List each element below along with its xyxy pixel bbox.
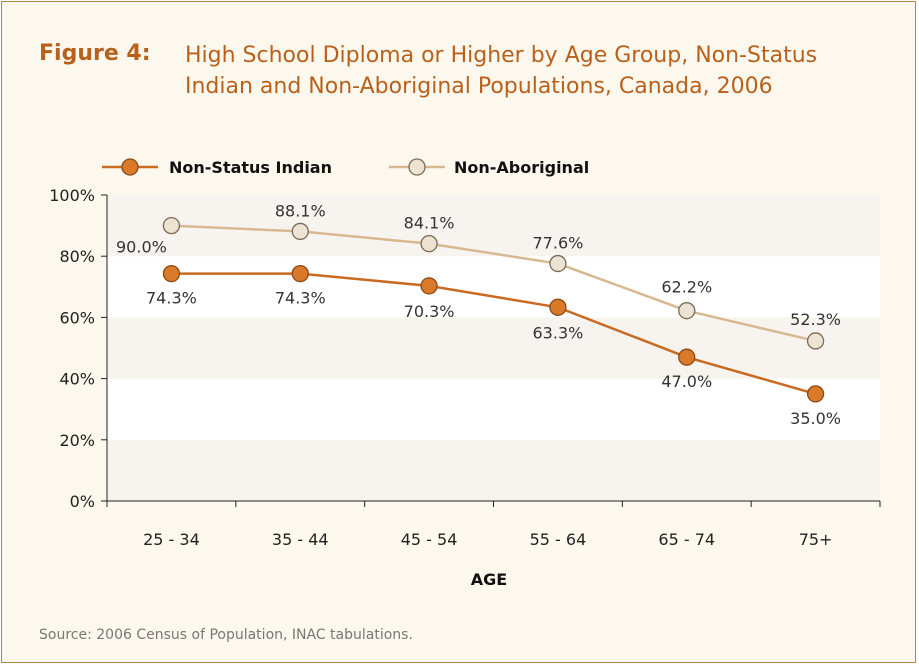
data-label-non-status: 47.0%: [661, 372, 712, 391]
data-label-non-aboriginal: 84.1%: [404, 214, 455, 233]
data-label-non-aboriginal: 62.2%: [661, 278, 712, 297]
data-point-non-aboriginal: [420, 235, 438, 253]
data-label-non-aboriginal: 88.1%: [275, 201, 326, 220]
legend-label-non-status: Non-Status Indian: [169, 158, 332, 177]
y-tick-label: 100%: [49, 186, 95, 205]
series-line-non-aboriginal: [171, 224, 816, 343]
data-point-non-aboriginal: [291, 222, 309, 241]
data-point-non-status: [806, 385, 825, 403]
x-tick-label: 35 - 44: [272, 530, 329, 549]
plot-band: [107, 439, 880, 501]
plot-band: [107, 378, 880, 440]
x-tick-label: 25 - 34: [143, 530, 200, 549]
x-tick-label: 55 - 64: [530, 530, 587, 549]
data-point-non-status: [420, 277, 438, 295]
data-point-non-status: [291, 264, 309, 283]
plot-bands: [107, 195, 880, 501]
y-tick-label: 80%: [59, 247, 95, 266]
y-tick-labels: 0% 20% 40% 60% 80% 100%: [49, 186, 107, 511]
data-label-non-status: 35.0%: [790, 409, 841, 428]
data-point-non-aboriginal: [806, 332, 825, 350]
figure-label: Figure 4:: [39, 41, 151, 66]
data-point-non-aboriginal: [549, 254, 567, 273]
chart-legend: Non-Status Indian Non-Aboriginal: [102, 158, 589, 177]
y-tick-label: 40%: [59, 370, 95, 389]
source-note: Source: 2006 Census of Population, INAC …: [39, 627, 413, 643]
data-point-non-status: [678, 348, 696, 366]
legend-marker-non-status: [121, 158, 139, 176]
legend-marker-non-aboriginal: [408, 158, 426, 176]
data-label-non-aboriginal: 77.6%: [533, 234, 584, 253]
plot-band: [107, 256, 880, 318]
plot-band: [107, 317, 880, 379]
y-tick-label: 60%: [59, 308, 95, 327]
chart-series: 74.3% 74.3% 70.3% 63.3% 47.0% 35.0% 90.0% 88.1%…: [116, 201, 841, 427]
data-label-non-aboriginal: 52.3%: [790, 310, 841, 329]
data-label-non-status: 74.3%: [275, 289, 326, 308]
figure-title: High School Diploma or Higher by Age Gro…: [185, 43, 818, 99]
series-line-non-status: [171, 272, 816, 396]
data-label-non-aboriginal: 90.0%: [116, 238, 167, 257]
legend-label-non-aboriginal: Non-Aboriginal: [454, 158, 589, 177]
data-point-non-status: [549, 298, 567, 316]
y-tick-label: 0%: [70, 492, 95, 511]
data-label-non-status: 70.3%: [404, 302, 455, 321]
x-tick-label: 65 - 74: [658, 530, 715, 549]
x-tick-label: 75+: [799, 530, 833, 549]
data-point-non-aboriginal: [678, 302, 696, 320]
x-axis-title: AGE: [471, 570, 507, 589]
data-point-non-aboriginal: [162, 216, 181, 235]
plot-band: [107, 195, 880, 257]
x-tick-label: 45 - 54: [401, 530, 458, 549]
data-label-non-status: 74.3%: [146, 289, 197, 308]
x-tick-labels: 25 - 34 35 - 44 45 - 54 55 - 64 65 - 74 75+: [106, 501, 881, 549]
y-tick-label: 20%: [59, 431, 95, 450]
data-label-non-status: 63.3%: [533, 323, 584, 342]
data-point-non-status: [162, 264, 181, 283]
